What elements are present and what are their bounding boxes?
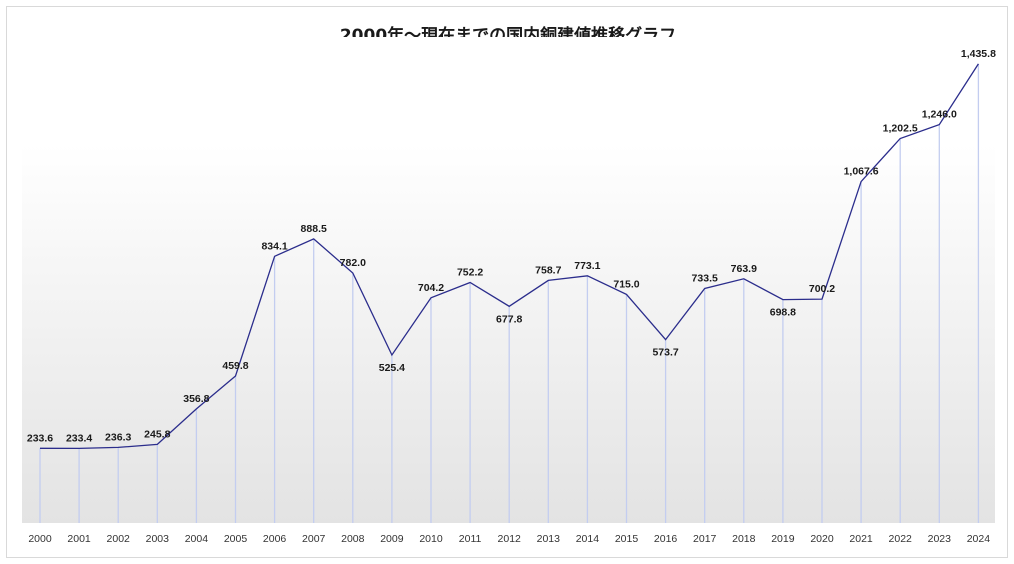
data-label-2017: 733.5 — [692, 272, 718, 284]
x-tick-2023: 2023 — [928, 533, 952, 545]
data-label-2001: 233.4 — [66, 432, 92, 444]
data-label-2020: 700.2 — [809, 283, 835, 295]
data-label-2022: 1,202.5 — [883, 123, 918, 135]
x-tick-2004: 2004 — [185, 533, 209, 545]
x-tick-2013: 2013 — [537, 533, 561, 545]
data-label-2002: 236.3 — [105, 431, 131, 443]
data-label-2007: 888.5 — [301, 223, 327, 235]
data-label-2015: 715.0 — [613, 278, 639, 290]
x-tick-2016: 2016 — [654, 533, 678, 545]
x-tick-2022: 2022 — [889, 533, 913, 545]
data-label-2012: 677.8 — [496, 313, 522, 325]
data-label-2005: 459.8 — [222, 360, 248, 372]
plot-area — [22, 37, 995, 523]
data-label-2008: 782.0 — [340, 257, 366, 269]
x-tick-2021: 2021 — [849, 533, 873, 545]
data-label-2013: 758.7 — [535, 264, 561, 276]
series-line — [39, 63, 979, 450]
data-label-2011: 752.2 — [457, 266, 483, 278]
data-label-2023: 1,246.0 — [922, 109, 957, 121]
x-tick-2012: 2012 — [498, 533, 522, 545]
data-label-2018: 763.9 — [731, 263, 757, 275]
x-tick-2002: 2002 — [107, 533, 131, 545]
x-tick-2008: 2008 — [341, 533, 365, 545]
data-label-2010: 704.2 — [418, 282, 444, 294]
data-label-2003: 245.8 — [144, 428, 170, 440]
data-label-2016: 573.7 — [652, 347, 678, 359]
x-tick-2010: 2010 — [419, 533, 443, 545]
x-tick-2006: 2006 — [263, 533, 287, 545]
data-label-2006: 834.1 — [261, 240, 287, 252]
x-tick-2014: 2014 — [576, 533, 600, 545]
data-label-2019: 698.8 — [770, 307, 796, 319]
chart-frame: 2000年～現在までの国内銅建値推移グラフ 233.6 233.4 236.3 245… — [6, 6, 1008, 558]
x-tick-2020: 2020 — [810, 533, 834, 545]
x-tick-2017: 2017 — [693, 533, 717, 545]
x-tick-2018: 2018 — [732, 533, 756, 545]
x-tick-2009: 2009 — [380, 533, 404, 545]
x-tick-2011: 2011 — [459, 533, 482, 545]
x-tick-2024: 2024 — [967, 533, 991, 545]
data-label-2024: 1,435.8 — [961, 48, 996, 60]
x-tick-2015: 2015 — [615, 533, 639, 545]
x-tick-2019: 2019 — [771, 533, 795, 545]
x-tick-2007: 2007 — [302, 533, 326, 545]
x-tick-2000: 2000 — [28, 533, 52, 545]
line-chart: 233.6 233.4 236.3 245.8 356.8 459.8 834.1 888.5… — [22, 37, 996, 545]
data-label-2021: 1,067.6 — [844, 166, 879, 178]
data-label-2014: 773.1 — [574, 260, 600, 272]
data-label-2000: 233.6 — [27, 432, 53, 444]
x-tick-2003: 2003 — [146, 533, 170, 545]
x-tick-2001: 2001 — [67, 533, 91, 545]
data-label-2009: 525.4 — [379, 362, 405, 374]
data-label-2004: 356.8 — [183, 393, 209, 405]
x-tick-2005: 2005 — [224, 533, 248, 545]
